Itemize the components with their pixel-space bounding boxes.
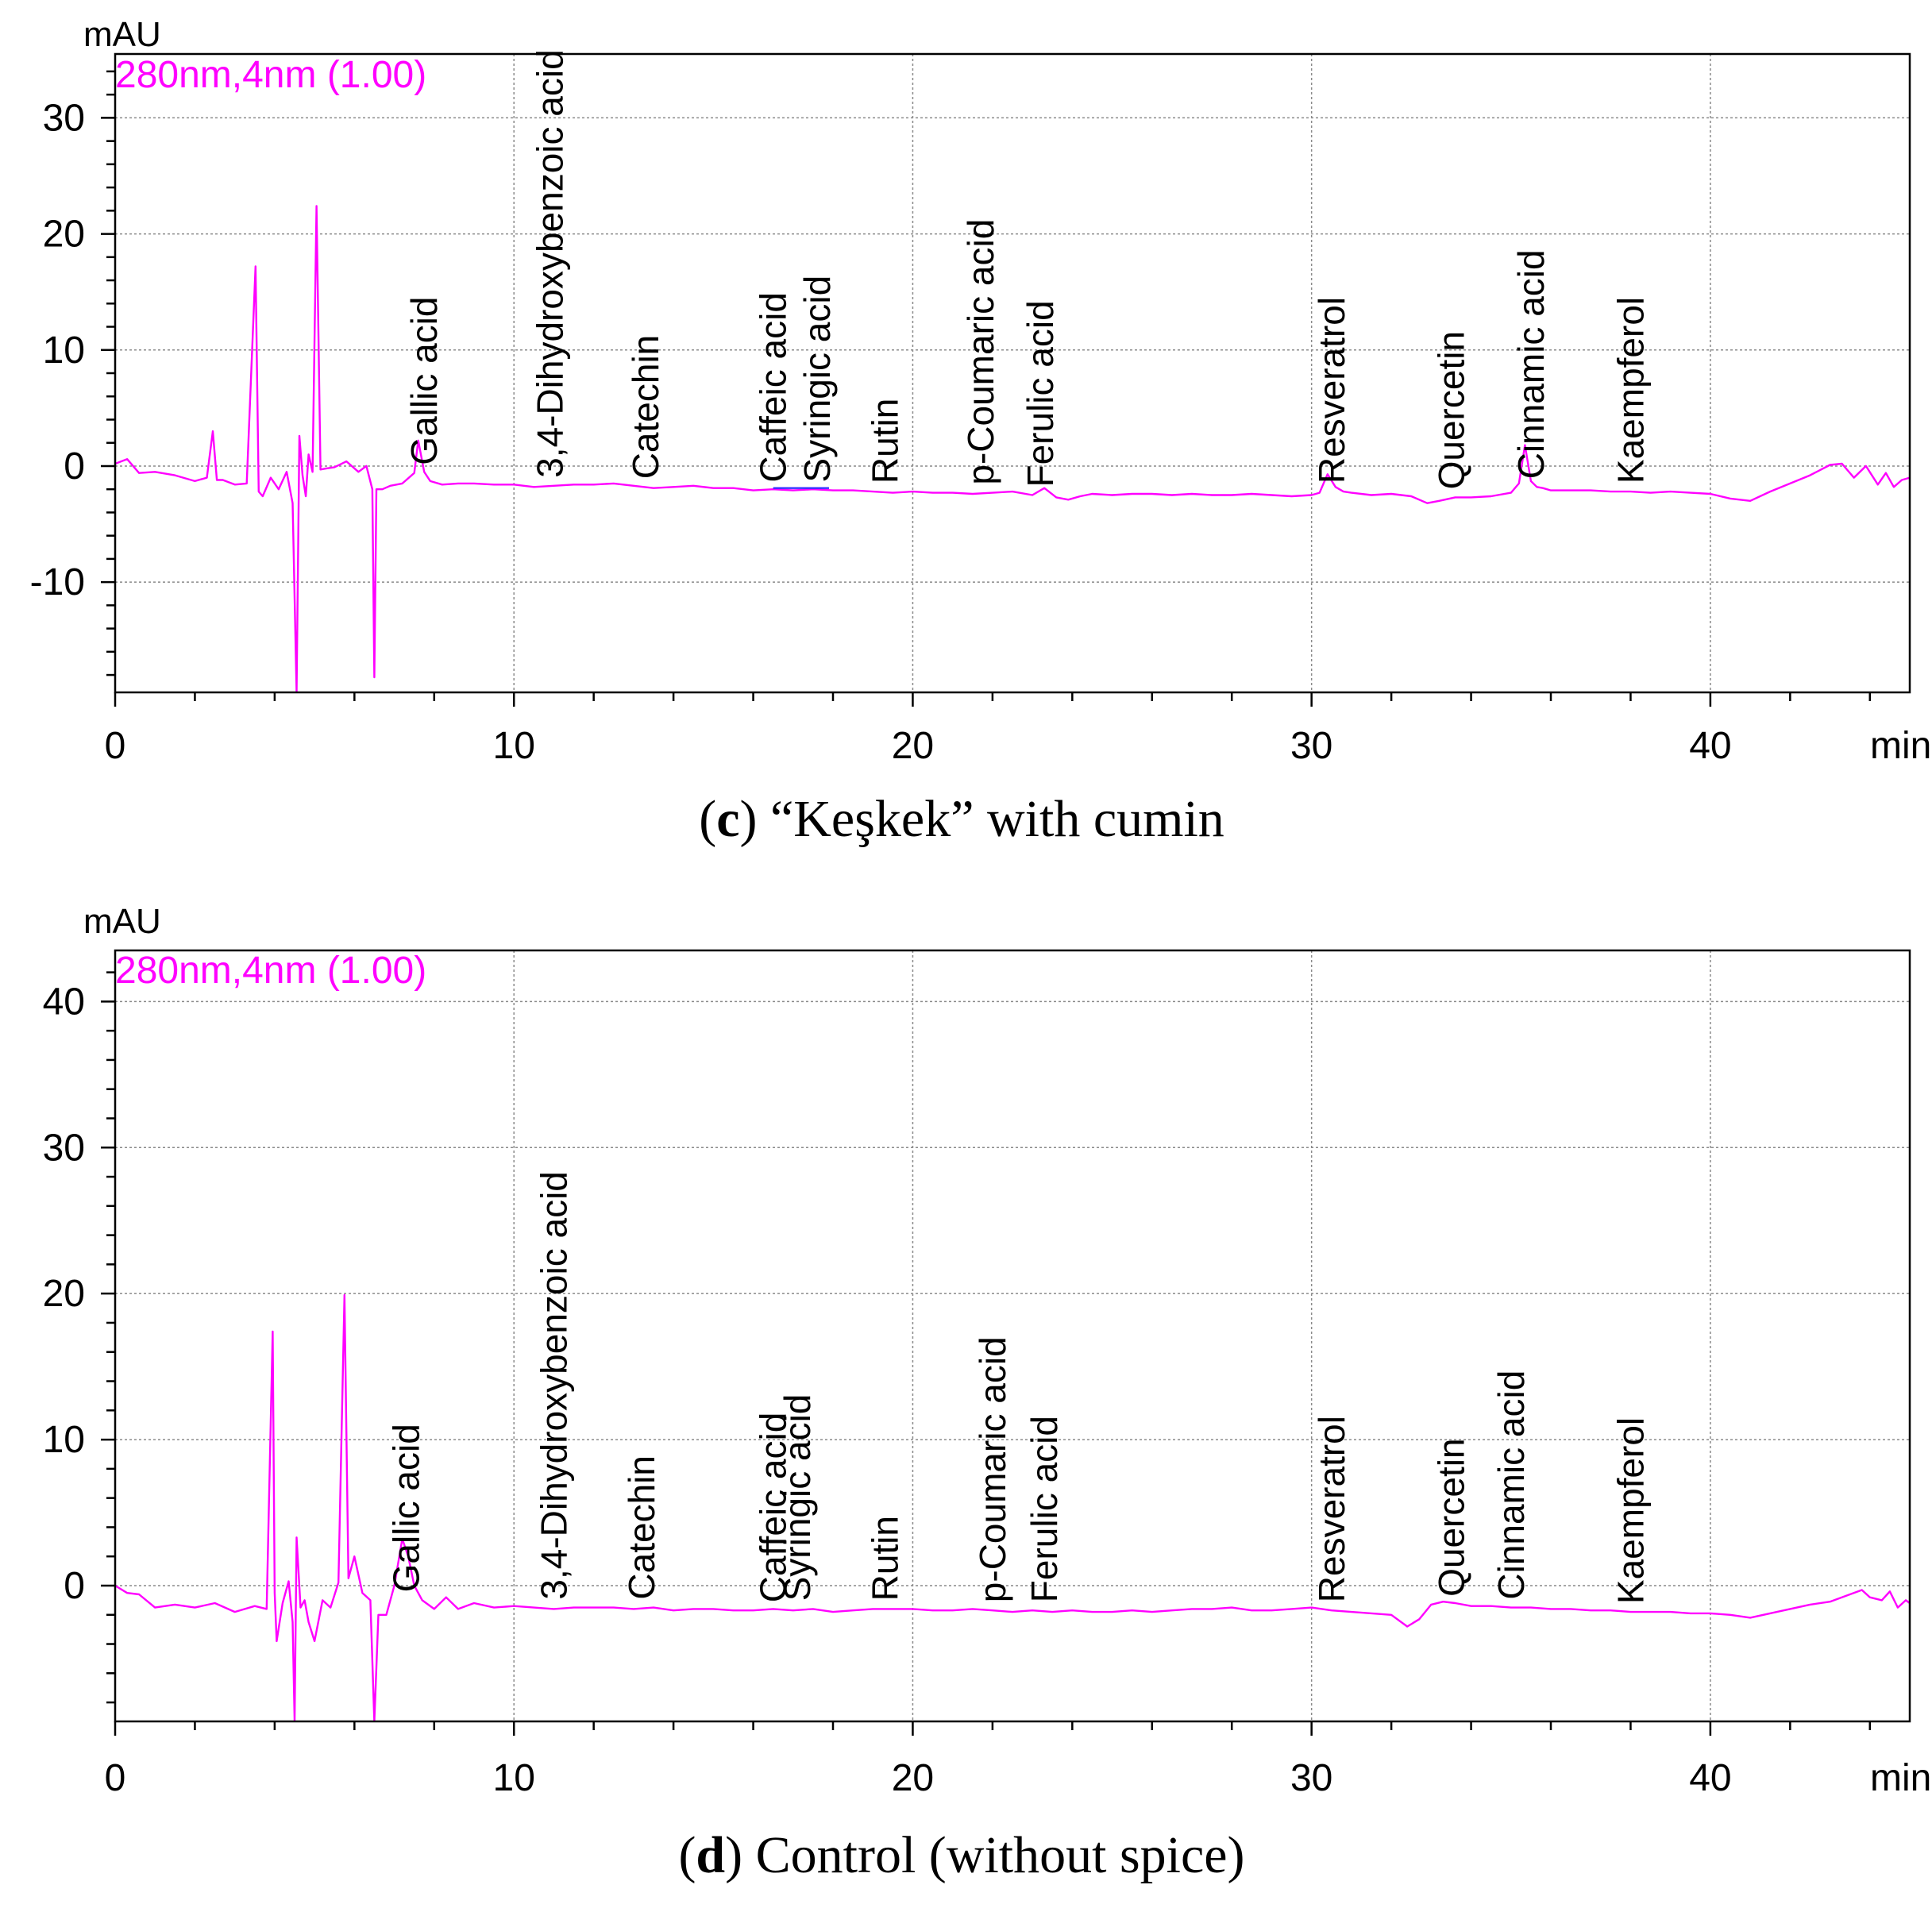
y-tick-label: 40 bbox=[43, 981, 85, 1023]
wavelength-label: 280nm,4nm (1.00) bbox=[115, 950, 426, 992]
y-tick-label: 10 bbox=[43, 330, 85, 372]
series-line bbox=[115, 205, 1910, 692]
y-tick-label: 0 bbox=[64, 445, 85, 488]
peak-label: Syringic acid bbox=[796, 276, 838, 483]
y-tick-label: 30 bbox=[43, 1127, 85, 1169]
peak-label: Quercetin bbox=[1430, 1438, 1471, 1596]
peak-label: Catechin bbox=[621, 1455, 662, 1600]
peak-label: Syringic acid bbox=[777, 1394, 818, 1602]
x-tick-label: 30 bbox=[1290, 1757, 1332, 1799]
panel-caption: (d) Control (without spice) bbox=[678, 1826, 1244, 1884]
peak-label: Rutin bbox=[864, 1516, 905, 1601]
peak-label: Quercetin bbox=[1430, 331, 1471, 489]
y-tick-label: 0 bbox=[64, 1565, 85, 1607]
peak-label: Cinnamic acid bbox=[1510, 249, 1552, 479]
peak-label: p-Coumaric acid bbox=[960, 219, 1001, 485]
y-tick-label: 30 bbox=[43, 97, 85, 139]
peak-label: Gallic acid bbox=[403, 296, 445, 464]
panel-letter: c bbox=[716, 790, 739, 848]
plot-frame bbox=[114, 949, 1911, 1723]
y-tick-label: -10 bbox=[30, 561, 85, 603]
peak-label: Resveratrol bbox=[1311, 297, 1352, 484]
peak-label: Rutin bbox=[864, 399, 905, 484]
x-tick-label: 40 bbox=[1689, 725, 1731, 767]
peak-label: Caffeic acid bbox=[753, 292, 794, 483]
peak-label: Ferulic acid bbox=[1024, 1416, 1065, 1602]
peak-label: Ferulic acid bbox=[1020, 300, 1061, 487]
x-tick-label: 10 bbox=[493, 1757, 535, 1799]
peak-label: 3,4-Dihydroxybenzoic acid bbox=[533, 1171, 574, 1600]
y-tick-label: 20 bbox=[43, 1273, 85, 1315]
series-line bbox=[115, 1293, 1910, 1721]
x-tick-label: 0 bbox=[105, 725, 126, 767]
peak-label: 3,4-Dihydroxybenzoic acid bbox=[529, 49, 570, 478]
peak-label: Kaempferol bbox=[1610, 1417, 1651, 1604]
peak-label: Gallic acid bbox=[386, 1424, 427, 1592]
peak-label: Resveratrol bbox=[1311, 1416, 1352, 1602]
panel-caption-text: “Keşkek” with cumin bbox=[770, 790, 1224, 848]
x-tick-label: 30 bbox=[1290, 725, 1332, 767]
peak-label: Kaempferol bbox=[1610, 297, 1651, 484]
x-tick-label: 40 bbox=[1689, 1757, 1731, 1799]
panel-caption-text: Control (without spice) bbox=[756, 1826, 1245, 1884]
y-tick-label: 10 bbox=[43, 1419, 85, 1461]
x-tick-label: 10 bbox=[493, 725, 535, 767]
wavelength-label: 280nm,4nm (1.00) bbox=[115, 54, 426, 96]
y-axis-label: mAU bbox=[83, 902, 161, 941]
peak-label: Catechin bbox=[625, 335, 666, 480]
panel-letter: d bbox=[696, 1826, 725, 1884]
x-axis-unit-label: min bbox=[1870, 1757, 1931, 1799]
peak-label: p-Coumaric acid bbox=[972, 1336, 1013, 1602]
x-tick-label: 0 bbox=[105, 1757, 126, 1799]
x-tick-label: 20 bbox=[892, 725, 934, 767]
chromatogram-panel-c: mAU 0 10 20 30 40 -10 0 10 20 30 280nm,4nm (1.00)… bbox=[30, 15, 1932, 848]
peak-label: Cinnamic acid bbox=[1490, 1370, 1532, 1600]
x-tick-label: 20 bbox=[892, 1757, 934, 1799]
y-tick-label: 20 bbox=[43, 214, 85, 256]
x-axis-unit-label: min bbox=[1870, 725, 1931, 767]
y-axis-label: mAU bbox=[83, 15, 161, 54]
peak-label: Caffeic acid bbox=[753, 1413, 794, 1603]
panel-caption: (c) “Keşkek” with cumin bbox=[699, 790, 1224, 848]
